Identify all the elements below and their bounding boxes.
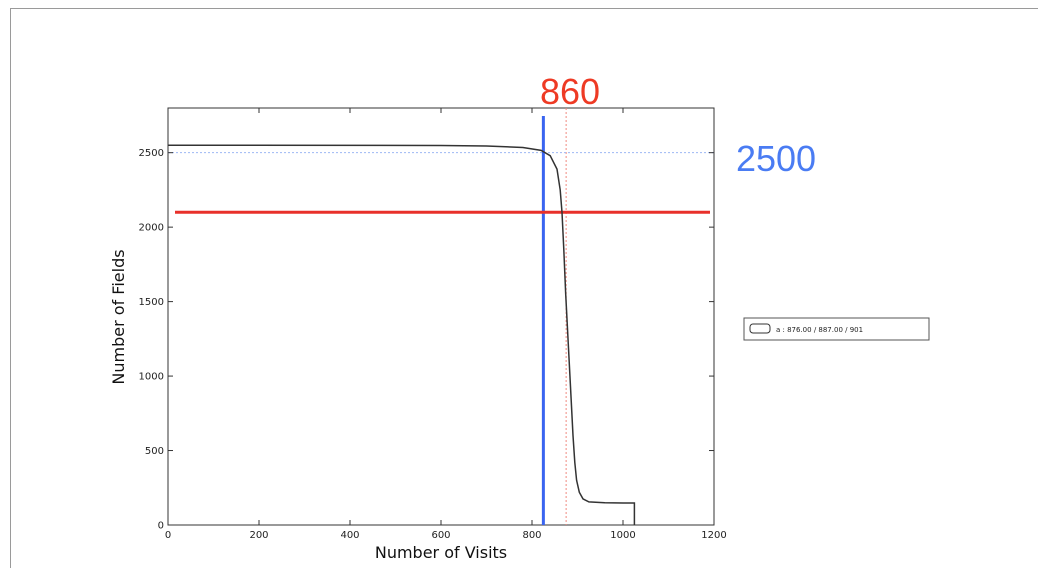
y-tick-label: 0 xyxy=(158,521,164,532)
y-tick-label: 2500 xyxy=(139,148,164,159)
series-line-0 xyxy=(167,144,636,525)
y-axis-title: Number of Fields xyxy=(109,249,128,384)
plot-area xyxy=(167,107,715,526)
x-tick-label: 1000 xyxy=(610,530,635,541)
x-tick-label: 800 xyxy=(522,530,541,541)
legend-box xyxy=(743,317,930,341)
x-axis-title: Number of Visits xyxy=(375,543,507,562)
legend: a : 876.00 / 887.00 / 901 xyxy=(743,317,930,341)
x-tick-label: 200 xyxy=(249,530,268,541)
annotation-860: 860 xyxy=(540,71,600,112)
y-tick-label: 2000 xyxy=(139,223,164,234)
y-tick-label: 500 xyxy=(145,446,164,457)
x-tick-label: 1200 xyxy=(701,530,726,541)
y-tick-label: 1000 xyxy=(139,372,164,383)
x-tick-label: 600 xyxy=(431,530,450,541)
annotation-2500: 2500 xyxy=(736,138,816,179)
x-tick-label: 400 xyxy=(340,530,359,541)
y-tick-label: 1500 xyxy=(139,297,164,308)
figure-frame xyxy=(10,8,1038,568)
legend-swatch xyxy=(749,323,771,334)
legend-label: a : 876.00 / 887.00 / 901 xyxy=(776,326,863,334)
x-tick-label: 0 xyxy=(165,530,171,541)
